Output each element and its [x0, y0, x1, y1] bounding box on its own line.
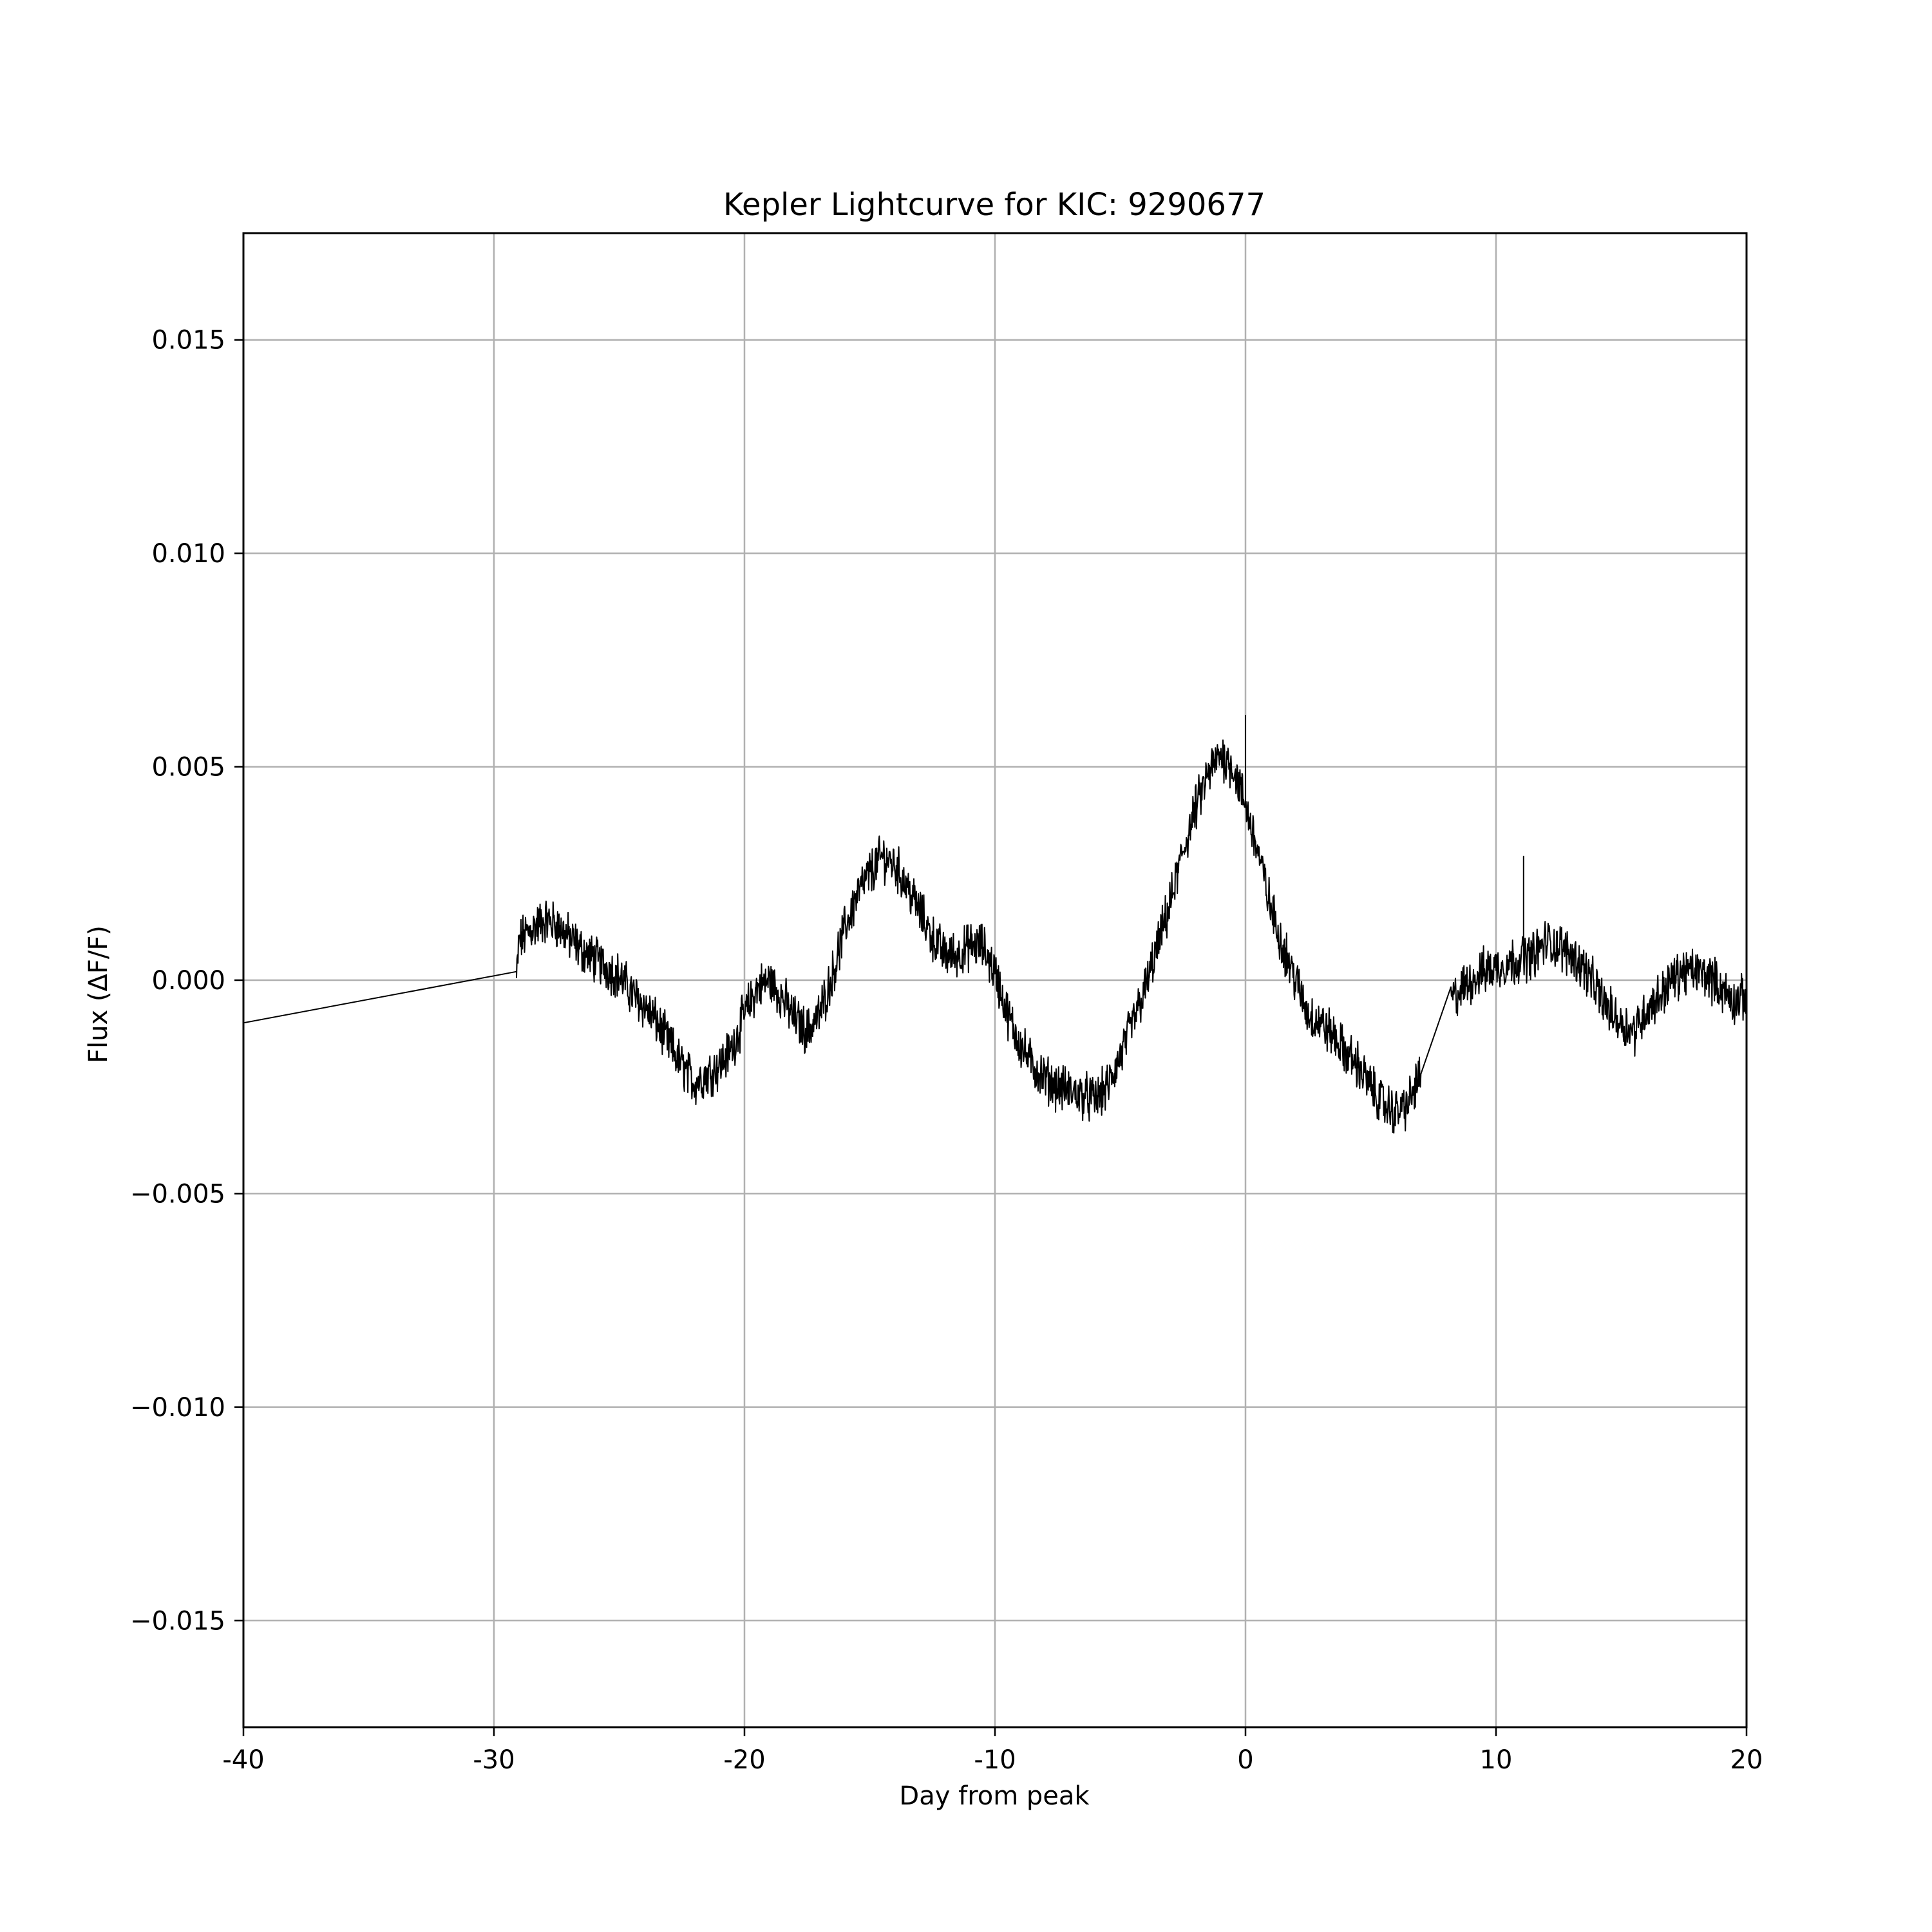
x-tick-label: -20 [723, 1745, 765, 1775]
x-tick-label: 0 [1237, 1745, 1253, 1775]
x-tick-labels: -40 -30 -20 -10 0 10 20 [222, 1745, 1763, 1775]
y-tick-label: 0.000 [151, 966, 225, 996]
y-tick-label: −0.005 [130, 1179, 225, 1209]
y-tick-label: −0.015 [130, 1606, 225, 1636]
lightcurve-line [243, 715, 1747, 1134]
x-tick-label: -10 [974, 1745, 1016, 1775]
x-tick-label: -40 [222, 1745, 264, 1775]
y-tick-labels: −0.015 −0.010 −0.005 0.000 0.005 0.010 0.015 [130, 326, 225, 1636]
y-tick-label: 0.010 [151, 539, 225, 569]
data-layer [243, 715, 1747, 1134]
plot-frame [242, 232, 1748, 1728]
x-tick-label: 10 [1480, 1745, 1513, 1775]
y-axis-label: Flux (ΔF/F) [84, 925, 113, 1063]
grid-lines [242, 233, 1748, 1727]
x-tick-label: -30 [473, 1745, 515, 1775]
x-axis-label: Day from peak [899, 1781, 1090, 1811]
y-tick-label: 0.005 [151, 753, 225, 782]
chart-title: Kepler Lightcurve for KIC: 9290677 [723, 187, 1265, 223]
y-tick-label: 0.015 [151, 326, 225, 355]
tick-marks [234, 339, 1748, 1736]
x-tick-label: 20 [1730, 1745, 1763, 1775]
y-tick-label: −0.010 [130, 1393, 225, 1423]
